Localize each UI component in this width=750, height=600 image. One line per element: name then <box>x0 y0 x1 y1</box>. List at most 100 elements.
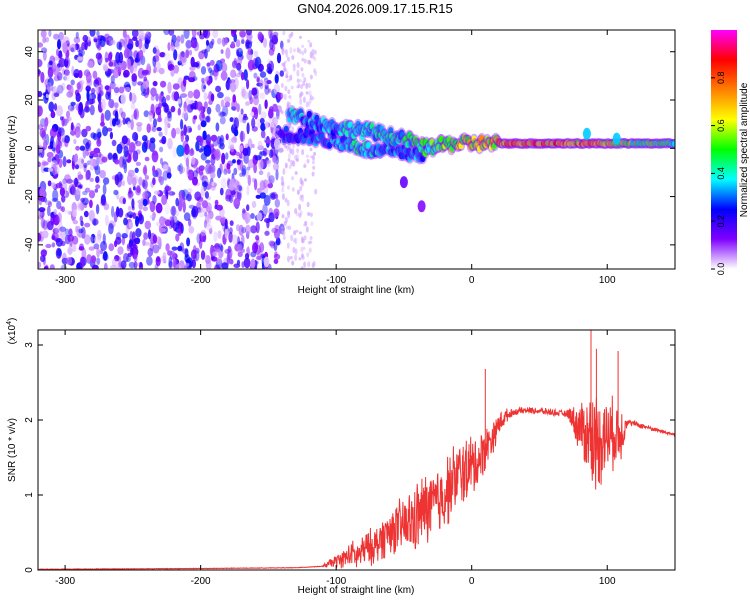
noise-blob <box>188 127 192 133</box>
noise-blob <box>74 126 81 138</box>
noise-blob <box>110 39 116 45</box>
noise-blob <box>204 116 210 123</box>
noise-blob <box>185 157 190 168</box>
signal-track-point <box>347 121 354 129</box>
noise-blob <box>264 99 268 109</box>
noise-blob <box>301 72 305 78</box>
noise-blob <box>99 90 104 96</box>
noise-blob <box>190 102 198 110</box>
noise-blob <box>74 124 80 133</box>
noise-blob <box>76 82 82 90</box>
noise-blob <box>227 247 233 259</box>
noise-blob <box>274 251 278 258</box>
noise-blob <box>179 166 186 174</box>
noise-blob <box>51 147 56 152</box>
noise-blob <box>218 111 226 118</box>
signal-blob <box>399 176 408 189</box>
noise-blob <box>170 69 175 77</box>
noise-blob <box>177 60 182 66</box>
noise-blob <box>89 199 93 209</box>
noise-blob <box>61 206 65 213</box>
noise-blob <box>304 220 308 227</box>
noise-blob <box>281 179 285 187</box>
noise-blob <box>153 118 157 128</box>
noise-blob <box>64 58 69 66</box>
noise-blob <box>150 103 155 115</box>
noise-blob <box>255 221 260 234</box>
x-tick-label: -100 <box>326 275 346 286</box>
noise-blob <box>126 211 134 218</box>
noise-blob <box>183 30 190 39</box>
noise-blob <box>296 78 300 83</box>
colorbar-tick-label: 0.0 <box>716 263 726 276</box>
noise-blob <box>79 243 84 251</box>
noise-blob <box>202 130 207 141</box>
noise-blob <box>177 107 181 116</box>
noise-blob <box>310 221 314 226</box>
noise-blob <box>214 72 218 81</box>
noise-blob <box>51 182 56 189</box>
noise-blob <box>224 218 228 230</box>
noise-blob <box>178 194 186 207</box>
noise-blob <box>309 147 313 152</box>
noise-blob <box>249 96 253 105</box>
noise-blob <box>40 249 47 257</box>
noise-blob <box>258 159 264 171</box>
noise-blob <box>296 189 300 195</box>
noise-blob <box>307 101 311 107</box>
noise-blob <box>78 101 84 113</box>
noise-blob <box>165 108 173 115</box>
noise-blob <box>106 127 113 132</box>
noise-blob <box>129 65 134 74</box>
noise-blob <box>246 166 251 171</box>
noise-blob <box>299 79 302 83</box>
noise-blob <box>311 160 315 165</box>
noise-blob <box>299 177 303 185</box>
noise-blob <box>70 122 74 131</box>
noise-blob <box>177 98 182 104</box>
noise-blob <box>238 224 244 236</box>
noise-blob <box>100 199 107 207</box>
noise-blob <box>93 147 101 154</box>
snr-panel: -300 -200 -100 0 100 0 1 2 3 Height of straight… <box>6 318 676 596</box>
noise-blob <box>39 127 46 138</box>
noise-blob <box>208 210 214 220</box>
y-tick-label: -20 <box>24 189 35 204</box>
noise-blob <box>251 200 257 209</box>
noise-blob <box>276 105 283 113</box>
noise-blob <box>149 140 156 153</box>
noise-blob <box>203 101 208 109</box>
noise-blob <box>40 255 46 263</box>
noise-blob <box>120 260 127 269</box>
signal-track-point <box>458 142 464 150</box>
noise-blob <box>45 93 50 99</box>
noise-blob <box>115 51 121 64</box>
noise-blob <box>227 169 231 175</box>
noise-blob <box>185 170 190 177</box>
noise-blob <box>53 33 60 40</box>
noise-blob <box>134 167 139 173</box>
noise-blob <box>205 163 212 175</box>
noise-blob <box>108 68 114 74</box>
noise-blob <box>262 203 268 216</box>
noise-blob <box>247 174 251 186</box>
noise-blob <box>281 48 285 56</box>
noise-blob <box>106 39 110 45</box>
noise-blob <box>131 73 137 82</box>
noise-blob <box>89 235 94 244</box>
noise-blob <box>158 67 165 75</box>
noise-blob <box>233 263 241 269</box>
noise-blob <box>229 258 234 265</box>
noise-blob <box>175 210 179 217</box>
noise-blob <box>313 49 317 55</box>
noise-blob <box>164 124 168 136</box>
noise-blob <box>299 231 302 235</box>
noise-blob <box>281 187 285 193</box>
noise-blob <box>123 37 128 50</box>
spectrogram-x-axis-label: Height of straight line (km) <box>298 285 415 296</box>
noise-blob <box>307 261 311 268</box>
noise-blob <box>100 194 106 206</box>
noise-blob <box>205 159 211 164</box>
noise-blob <box>256 187 262 194</box>
noise-blob <box>43 196 47 203</box>
